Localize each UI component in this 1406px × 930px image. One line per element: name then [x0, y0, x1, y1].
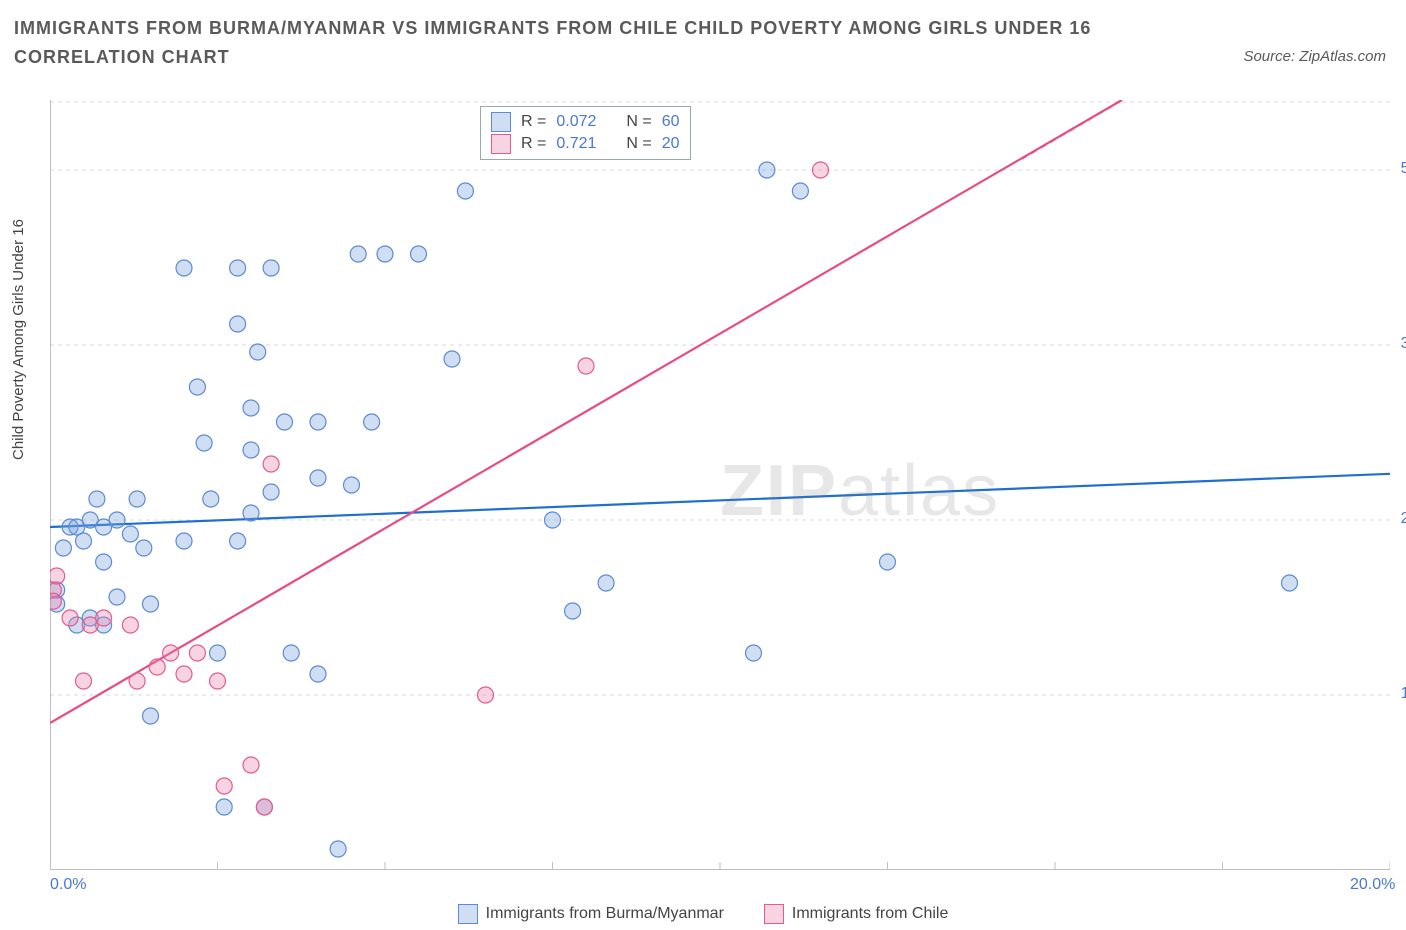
r-label: R =	[521, 113, 546, 131]
r-label: R =	[521, 135, 546, 153]
x-tick-label: 20.0%	[1350, 876, 1395, 894]
y-tick-label: 25.0%	[1396, 510, 1406, 528]
legend-swatch	[491, 134, 511, 154]
stats-legend: R = 0.072 N = 60 R = 0.721 N = 20	[480, 106, 691, 160]
y-tick-label: 50.0%	[1396, 160, 1406, 178]
n-value: 20	[662, 135, 680, 153]
legend-swatch	[764, 904, 784, 924]
y-tick-label: 12.5%	[1396, 685, 1406, 703]
bottom-legend-item: Immigrants from Burma/Myanmar	[458, 904, 724, 924]
stats-legend-row: R = 0.072 N = 60	[491, 111, 680, 133]
n-value: 60	[662, 113, 680, 131]
r-value: 0.721	[556, 135, 596, 153]
r-value: 0.072	[556, 113, 596, 131]
bottom-legend: Immigrants from Burma/Myanmar Immigrants …	[0, 904, 1406, 924]
n-label: N =	[626, 135, 651, 153]
chart-title: IMMIGRANTS FROM BURMA/MYANMAR VS IMMIGRA…	[14, 14, 1114, 72]
stats-legend-row: R = 0.721 N = 20	[491, 133, 680, 155]
scatter-plot	[50, 100, 1390, 870]
y-tick-label: 37.5%	[1396, 335, 1406, 353]
legend-swatch	[458, 904, 478, 924]
legend-label: Immigrants from Chile	[792, 905, 948, 923]
bottom-legend-item: Immigrants from Chile	[764, 904, 948, 924]
n-label: N =	[626, 113, 651, 131]
chart-area: ZIPatlas R =0.072N =60R =0.721N =20 12.5…	[50, 100, 1390, 870]
source-attribution: Source: ZipAtlas.com	[1243, 48, 1386, 65]
legend-swatch	[491, 112, 511, 132]
legend-label: Immigrants from Burma/Myanmar	[486, 905, 724, 923]
x-tick-label: 0.0%	[50, 876, 86, 894]
y-axis-label: Child Poverty Among Girls Under 16	[10, 219, 27, 460]
